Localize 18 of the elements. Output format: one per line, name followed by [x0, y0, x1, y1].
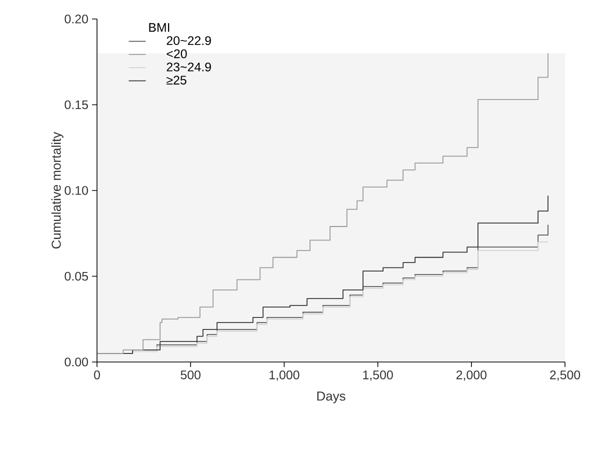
- x-tick-label: 1,000: [270, 370, 300, 381]
- x-axis-title: Days: [317, 392, 346, 404]
- y-tick-label: 0.05: [64, 272, 88, 281]
- y-axis-title: Cumulative mortality: [51, 132, 64, 248]
- y-tick-label: 0.15: [64, 100, 88, 110]
- x-tick-label: 1,500: [363, 370, 393, 381]
- x-tick-label: 500: [180, 370, 201, 380]
- legend-label: ≥25: [166, 76, 186, 85]
- x-tick-label: 2,000: [456, 370, 486, 381]
- legend-label: <20: [166, 49, 187, 58]
- legend-title: BMI: [149, 23, 170, 32]
- y-tick-label: 0.00: [64, 358, 88, 366]
- x-tick-label: 0: [94, 370, 100, 380]
- legend-label: 23~24.9: [166, 62, 211, 72]
- y-tick-label: 0.20: [64, 14, 88, 24]
- y-tick-label: 0.10: [64, 186, 88, 195]
- x-tick-label: 2,500: [550, 370, 580, 381]
- legend-label: 20~22.9: [166, 36, 211, 46]
